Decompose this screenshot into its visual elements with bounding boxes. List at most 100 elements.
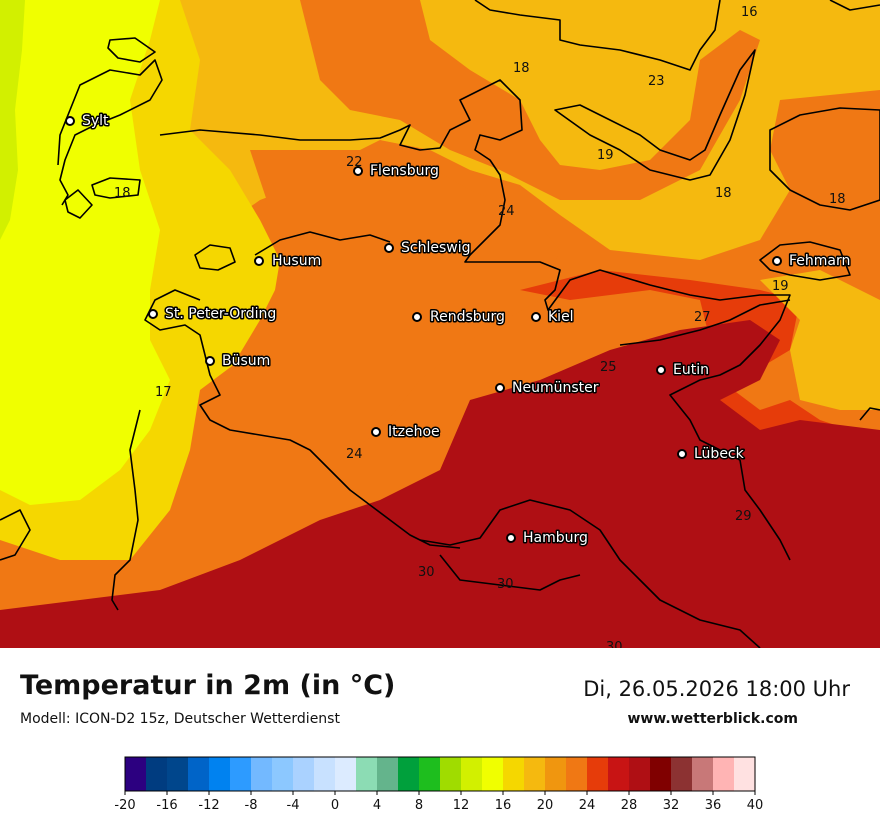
legend-swatch <box>377 757 399 791</box>
map-title: Temperatur in 2m (in °C) <box>20 670 396 701</box>
legend-swatch <box>230 757 252 791</box>
temp-field-north-orange <box>300 0 760 200</box>
legend-swatch <box>440 757 462 791</box>
city-sylt[interactable]: Sylt <box>65 112 111 131</box>
isotherm-label: 19 <box>772 279 789 294</box>
legend-swatch <box>629 757 651 791</box>
isotherm-label: 27 <box>694 310 711 325</box>
coastlines <box>0 0 880 648</box>
legend-swatch <box>251 757 273 791</box>
isotherm-label: 18 <box>114 186 131 201</box>
city-schleswig[interactable]: Schleswig <box>384 239 472 258</box>
legend-tick-label: 0 <box>331 798 339 813</box>
legend-tick-label: -4 <box>287 798 300 813</box>
city-itzehoe[interactable]: Itzehoe <box>371 423 441 442</box>
legend-swatch <box>461 757 483 791</box>
legend-tick-label: 8 <box>415 798 423 813</box>
city-label: Hamburg <box>523 530 588 546</box>
legend-tick-label: 4 <box>373 798 381 813</box>
legend-tick-label: 24 <box>579 798 596 813</box>
legend-swatch <box>398 757 420 791</box>
legend-tick-label: -8 <box>245 798 258 813</box>
isotherm-label: 18 <box>513 61 530 76</box>
city-label: Rendsburg <box>430 309 505 325</box>
city-label: Itzehoe <box>388 424 440 440</box>
isotherm-label: 16 <box>741 5 758 20</box>
legend-swatch <box>356 757 378 791</box>
isotherm-label: 23 <box>648 74 665 89</box>
legend-frame <box>124 756 756 792</box>
legend-tick-label: 12 <box>453 798 470 813</box>
isotherm-label: 30 <box>418 565 435 580</box>
legend-swatch <box>587 757 609 791</box>
legend-swatch <box>146 757 168 791</box>
isotherm-label: 18 <box>829 192 846 207</box>
city-label: Kiel <box>548 309 574 325</box>
city-neumuenster[interactable]: Neumünster <box>495 379 600 398</box>
legend-swatch <box>713 757 735 791</box>
legend-swatch <box>482 757 504 791</box>
legend-tick-label: 16 <box>495 798 512 813</box>
legend-swatch <box>566 757 588 791</box>
city-kiel[interactable]: Kiel <box>531 308 575 327</box>
legend-swatch <box>314 757 336 791</box>
city-label: Flensburg <box>370 163 439 179</box>
isotherm-label: 18 <box>715 186 732 201</box>
city-label: Lübeck <box>694 446 745 462</box>
legend-swatch <box>167 757 189 791</box>
model-info: Modell: ICON-D2 15z, Deutscher Wetterdie… <box>20 711 340 727</box>
legend-swatch <box>125 757 147 791</box>
city-eutin[interactable]: Eutin <box>656 361 710 380</box>
temp-field-west-yellow <box>0 0 170 505</box>
legend-tick-label: -12 <box>198 798 219 813</box>
legend-tick-label: 28 <box>621 798 638 813</box>
city-hamburg[interactable]: Hamburg <box>506 529 589 548</box>
isotherm-label: 22 <box>346 155 363 170</box>
legend-swatch <box>188 757 210 791</box>
isotherm-label: 30 <box>497 577 514 592</box>
city-label: Husum <box>272 253 321 269</box>
city-buesum[interactable]: Büsum <box>205 352 272 371</box>
legend-swatch <box>608 757 630 791</box>
city-label: St. Peter-Ording <box>165 306 276 322</box>
city-st-peter-ording[interactable]: St. Peter-Ording <box>148 305 278 324</box>
city-luebeck[interactable]: Lübeck <box>677 445 746 464</box>
city-fehmarn[interactable]: Fehmarn <box>772 252 852 271</box>
temp-field-northeast-orange <box>770 90 880 210</box>
legend-swatch <box>692 757 714 791</box>
city-label: Sylt <box>82 113 109 129</box>
city-flensburg[interactable]: Flensburg <box>353 162 440 181</box>
legend-swatch <box>650 757 672 791</box>
city-label: Schleswig <box>401 240 470 256</box>
city-markers: Sylt Flensburg Schleswig Husum St. Peter… <box>65 112 852 548</box>
legend-tick-label: 36 <box>705 798 722 813</box>
legend-swatch <box>335 757 357 791</box>
legend-swatch <box>209 757 231 791</box>
legend-tick-label: 32 <box>663 798 680 813</box>
isotherm-label: 29 <box>735 509 752 524</box>
legend-swatch <box>503 757 525 791</box>
legend-swatch <box>545 757 567 791</box>
legend-swatch <box>419 757 441 791</box>
legend-swatch <box>293 757 315 791</box>
city-label: Fehmarn <box>789 253 850 269</box>
legend-swatch <box>734 757 756 791</box>
isotherm-label: 24 <box>498 204 515 219</box>
website-link[interactable]: www.wetterblick.com <box>627 711 799 727</box>
legend-tick-label: 20 <box>537 798 554 813</box>
legend-tick-label: -16 <box>156 798 177 813</box>
color-legend: -20 -16 -12 -8 -4 0 4 8 12 16 20 24 28 32 36 40 <box>114 756 764 813</box>
legend-swatches <box>125 757 756 791</box>
isotherm-label: 19 <box>597 148 614 163</box>
legend-swatch <box>671 757 693 791</box>
city-husum[interactable]: Husum <box>254 252 323 271</box>
isotherm-labels: 16 18 23 19 22 18 24 18 18 19 27 25 17 2… <box>114 5 846 648</box>
temp-field-hot <box>0 320 880 648</box>
city-rendsburg[interactable]: Rendsburg <box>412 308 506 327</box>
forecast-datetime: Di, 26.05.2026 18:00 Uhr <box>583 677 850 701</box>
legend-tick-label: -20 <box>114 798 135 813</box>
temperature-map: Sylt Flensburg Schleswig Husum St. Peter… <box>0 0 880 648</box>
legend-tick-label: 40 <box>747 798 764 813</box>
legend-swatch <box>272 757 294 791</box>
isotherm-label: 24 <box>346 447 363 462</box>
